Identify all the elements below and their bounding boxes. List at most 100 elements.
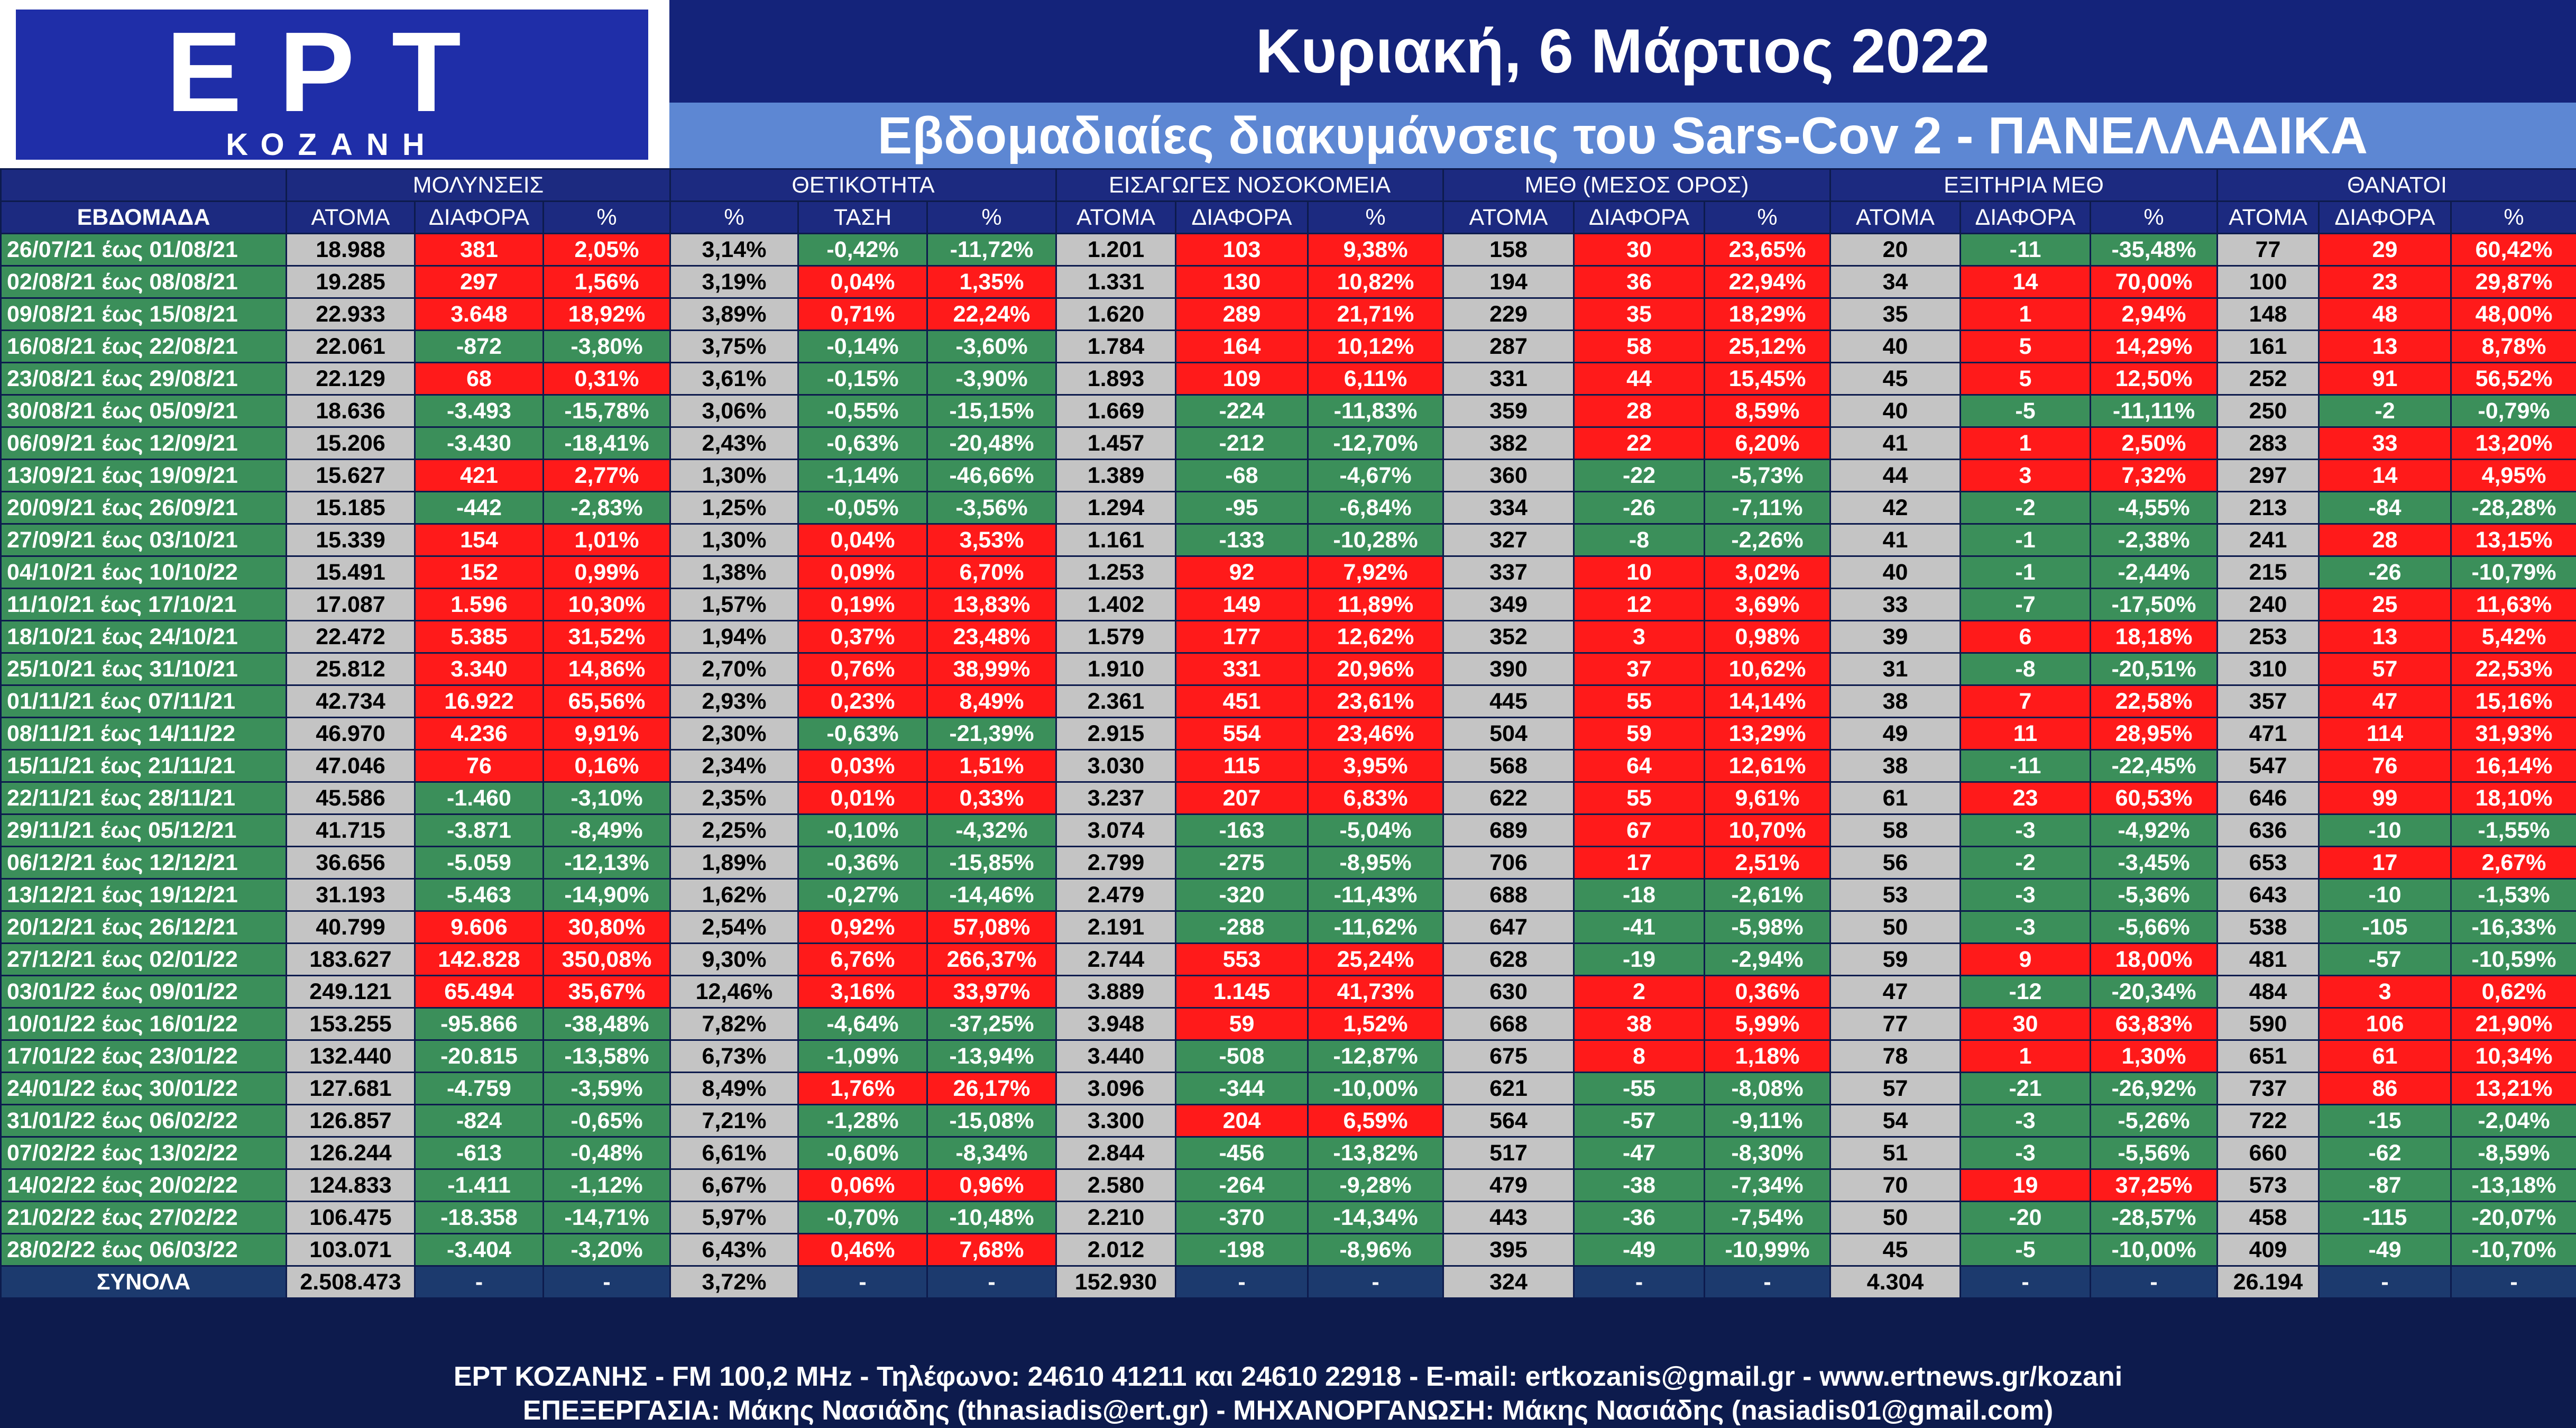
change-cell: -18 (1573, 878, 1706, 912)
change-cell: 1,56% (542, 265, 671, 299)
change-cell: -13,58% (542, 1039, 671, 1073)
change-cell: 28 (2318, 523, 2452, 557)
value-cell: 2.799 (1055, 846, 1176, 880)
value-cell: 1.201 (1055, 233, 1176, 267)
value-cell: 1,57% (669, 588, 799, 621)
change-cell: 14 (2318, 459, 2452, 492)
value-cell: 22.933 (286, 297, 416, 331)
change-cell: -7 (1959, 588, 2092, 621)
change-cell: 13,21% (2450, 1072, 2576, 1105)
change-cell: -8,96% (1307, 1233, 1445, 1267)
change-cell: -0,65% (542, 1104, 671, 1138)
change-cell: 2,67% (2450, 846, 2576, 880)
value-cell: 161 (2216, 329, 2320, 363)
value-cell: 9,30% (669, 942, 799, 976)
value-cell: 643 (2216, 878, 2320, 912)
change-cell: -2 (2318, 394, 2452, 428)
value-cell: 349 (1442, 588, 1575, 621)
value-cell: 45 (1829, 362, 1962, 396)
value-cell: 50 (1829, 910, 1962, 944)
change-cell: 11,63% (2450, 588, 2576, 621)
value-cell: 18.988 (286, 233, 416, 267)
change-cell: -11,11% (2090, 394, 2219, 428)
value-cell: 40 (1829, 329, 1962, 363)
value-cell: 1.389 (1055, 459, 1176, 492)
change-cell: -14,34% (1307, 1201, 1445, 1234)
value-cell: 3,61% (669, 362, 799, 396)
change-cell: -7,34% (1704, 1168, 1832, 1202)
change-cell: 6,70% (926, 555, 1057, 589)
table-row: 10/01/22 έως 16/01/22 153.255 -95.866 -38,4… (0, 1007, 2576, 1041)
table-row: 24/01/22 έως 30/01/22 127.681 -4.759 -3,59%… (0, 1072, 2576, 1105)
change-cell: -3 (1959, 1104, 2092, 1138)
change-cell: 48,00% (2450, 297, 2576, 331)
change-cell: 0,06% (797, 1168, 928, 1202)
value-cell: 15.491 (286, 555, 416, 589)
logo-box: ΕΡΤ ΚΟΖΑΝΗ (16, 10, 648, 160)
change-cell: 0,62% (2450, 975, 2576, 1009)
change-cell: 65,56% (542, 684, 671, 718)
change-cell: 76 (2318, 749, 2452, 783)
change-cell: -3 (1959, 910, 2092, 944)
change-cell: -18,41% (542, 426, 671, 460)
table-row: 20/12/21 έως 26/12/21 40.799 9.606 30,80% 2,… (0, 910, 2576, 944)
change-cell: -35,48% (2090, 233, 2219, 267)
change-cell: 21,90% (2450, 1007, 2576, 1041)
change-cell: 3 (1959, 459, 2092, 492)
change-cell: 17 (2318, 846, 2452, 880)
change-cell: -15,15% (926, 394, 1057, 428)
change-cell: 0,16% (542, 749, 671, 783)
change-cell: -14,46% (926, 878, 1057, 912)
change-cell: 16.922 (414, 684, 544, 718)
table-row: 28/02/22 έως 06/03/22 103.071 -3.404 -3,20%… (0, 1233, 2576, 1267)
value-cell: 590 (2216, 1007, 2320, 1041)
value-cell: 15.185 (286, 491, 416, 525)
change-cell: 3 (2318, 975, 2452, 1009)
change-cell: -10,70% (2450, 1233, 2576, 1267)
change-cell: 0,04% (797, 265, 928, 299)
change-cell: 18,00% (2090, 942, 2219, 976)
change-cell: -288 (1175, 910, 1309, 944)
value-cell: 481 (2216, 942, 2320, 976)
change-cell: 76 (414, 749, 544, 783)
change-cell: -824 (414, 1104, 544, 1138)
table-row: 07/02/22 έως 13/02/22 126.244 -613 -0,48% 6,… (0, 1136, 2576, 1170)
total-dash: - (1704, 1265, 1832, 1299)
total-dash: - (1175, 1265, 1309, 1299)
value-cell: 31 (1829, 652, 1962, 686)
table-row: 09/08/21 έως 15/08/21 22.933 3.648 18,92% 3,… (0, 297, 2576, 331)
value-cell: 249.121 (286, 975, 416, 1009)
week-cell: 10/01/22 έως 16/01/22 (0, 1007, 287, 1041)
change-cell: -20,51% (2090, 652, 2219, 686)
change-cell: 12,61% (1704, 749, 1832, 783)
change-cell: 3,69% (1704, 588, 1832, 621)
change-cell: -8 (1573, 523, 1706, 557)
subtitle: Εβδομαδιαίες διακυμάνσεις του Sars-Cov 2… (669, 103, 2576, 168)
change-cell: 68 (414, 362, 544, 396)
table-row: 01/11/21 έως 07/11/21 42.734 16.922 65,56% 2… (0, 684, 2576, 718)
change-cell: -11 (1959, 233, 2092, 267)
change-cell: -1 (1959, 523, 2092, 557)
change-cell: 152 (414, 555, 544, 589)
change-cell: -163 (1175, 813, 1309, 847)
change-cell: -15 (2318, 1104, 2452, 1138)
value-cell: 484 (2216, 975, 2320, 1009)
change-cell: -5,73% (1704, 459, 1832, 492)
change-cell: 0,98% (1704, 620, 1832, 654)
change-cell: 48 (2318, 297, 2452, 331)
change-cell: -20,34% (2090, 975, 2219, 1009)
change-cell: -26 (1573, 491, 1706, 525)
change-cell: 5,99% (1704, 1007, 1832, 1041)
value-cell: 651 (2216, 1039, 2320, 1073)
week-cell: 01/11/21 έως 07/11/21 (0, 684, 287, 718)
change-cell: 25 (2318, 588, 2452, 621)
change-cell: 30 (1959, 1007, 2092, 1041)
change-cell: 3 (1573, 620, 1706, 654)
change-cell: -0,14% (797, 329, 928, 363)
value-cell: 2,54% (669, 910, 799, 944)
value-cell: 2.191 (1055, 910, 1176, 944)
change-cell: -11,62% (1307, 910, 1445, 944)
corner-cell (0, 168, 287, 202)
change-cell: -1 (1959, 555, 2092, 589)
value-cell: 1,30% (669, 459, 799, 492)
